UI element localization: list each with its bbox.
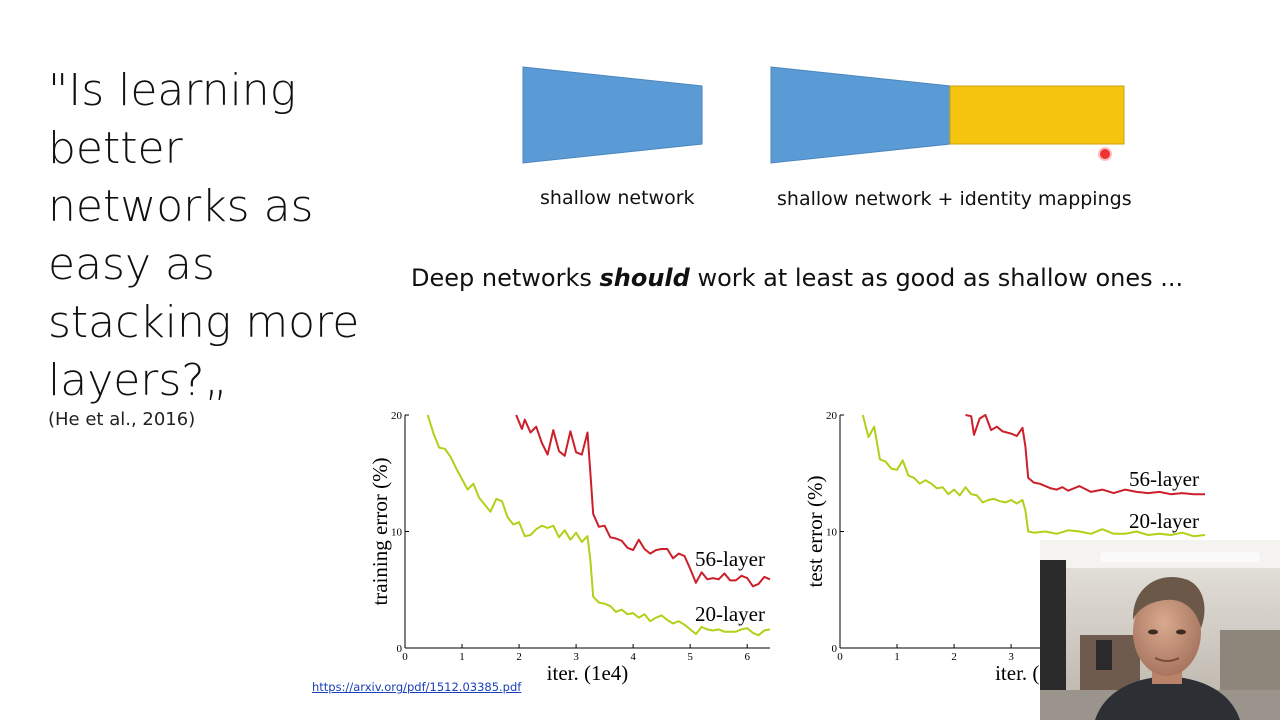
- shallow-network-shape-2: [770, 66, 951, 164]
- x-tick-label: 1: [894, 651, 900, 663]
- identity-mapping-block: [949, 85, 1125, 145]
- quote-text: "Is learning better networks as easy as …: [48, 62, 378, 410]
- statement-before: Deep networks: [411, 264, 600, 292]
- shallow-network-shape: [522, 66, 703, 164]
- statement-text: Deep networks should work at least as go…: [411, 264, 1183, 292]
- x-tick-label: 0: [837, 651, 843, 663]
- paper-link[interactable]: https://arxiv.org/pdf/1512.03385.pdf: [312, 680, 522, 694]
- series-line-20-layer: [426, 414, 771, 637]
- x-tick-label: 3: [573, 651, 579, 663]
- statement-emphasis: should: [599, 264, 690, 292]
- quote-line: stacking more: [48, 297, 360, 348]
- statement-after: work at least as good as shallow ones ..…: [689, 264, 1184, 292]
- x-tick-label: 2: [516, 651, 522, 663]
- y-tick-label: 10: [826, 527, 838, 539]
- quote-line: "Is learning: [48, 65, 297, 116]
- x-tick-label: 0: [402, 651, 408, 663]
- series-label-56-layer: 56-layer: [695, 547, 765, 571]
- y-tick-label: 20: [391, 410, 403, 422]
- series-line-20-layer: [861, 414, 1206, 538]
- y-tick-label: 10: [391, 527, 403, 539]
- x-tick-label: 3: [1008, 651, 1014, 663]
- y-axis-label: test error (%): [803, 476, 827, 588]
- x-tick-label: 2: [951, 651, 957, 663]
- x-tick-label: 4: [630, 651, 636, 663]
- network-diagram: [522, 66, 1125, 164]
- series-label-56-layer: 56-layer: [1129, 467, 1199, 491]
- x-tick-label: 5: [687, 651, 693, 663]
- series-label-20-layer: 20-layer: [1129, 509, 1199, 533]
- caption-identity-mappings: shallow network + identity mappings: [777, 188, 1132, 210]
- y-tick-label: 0: [832, 643, 838, 655]
- series-label-20-layer: 20-layer: [695, 602, 765, 626]
- webcam-overlay: [1040, 540, 1280, 720]
- x-tick-label: 1: [459, 651, 465, 663]
- y-tick-label: 20: [826, 410, 838, 422]
- quote-line: better: [48, 123, 183, 174]
- caption-shallow-network: shallow network: [540, 187, 695, 209]
- training-error-plot: 0 1 2 3 4 5 6 0 10 20 iter. (1e4) training error (%…: [368, 410, 771, 685]
- series-line-56-layer: [515, 414, 771, 588]
- citation: (He et al., 2016): [48, 409, 196, 430]
- quote-line: layers?„: [48, 355, 228, 406]
- x-axis-label: iter. (1e4): [547, 661, 629, 685]
- x-tick-label: 6: [744, 651, 750, 663]
- presenter-video: [1040, 540, 1280, 720]
- y-tick-label: 0: [397, 643, 403, 655]
- laser-pointer-dot: [1100, 149, 1110, 159]
- quote-line: networks as: [48, 181, 314, 232]
- series-line-56-layer: [965, 414, 1205, 496]
- quote-line: easy as: [48, 239, 215, 290]
- training-error-chart: 0 1 2 3 4 5 6 0 10 20 iter. (1e4) training error (%…: [360, 400, 780, 695]
- y-axis-label: training error (%): [368, 457, 392, 605]
